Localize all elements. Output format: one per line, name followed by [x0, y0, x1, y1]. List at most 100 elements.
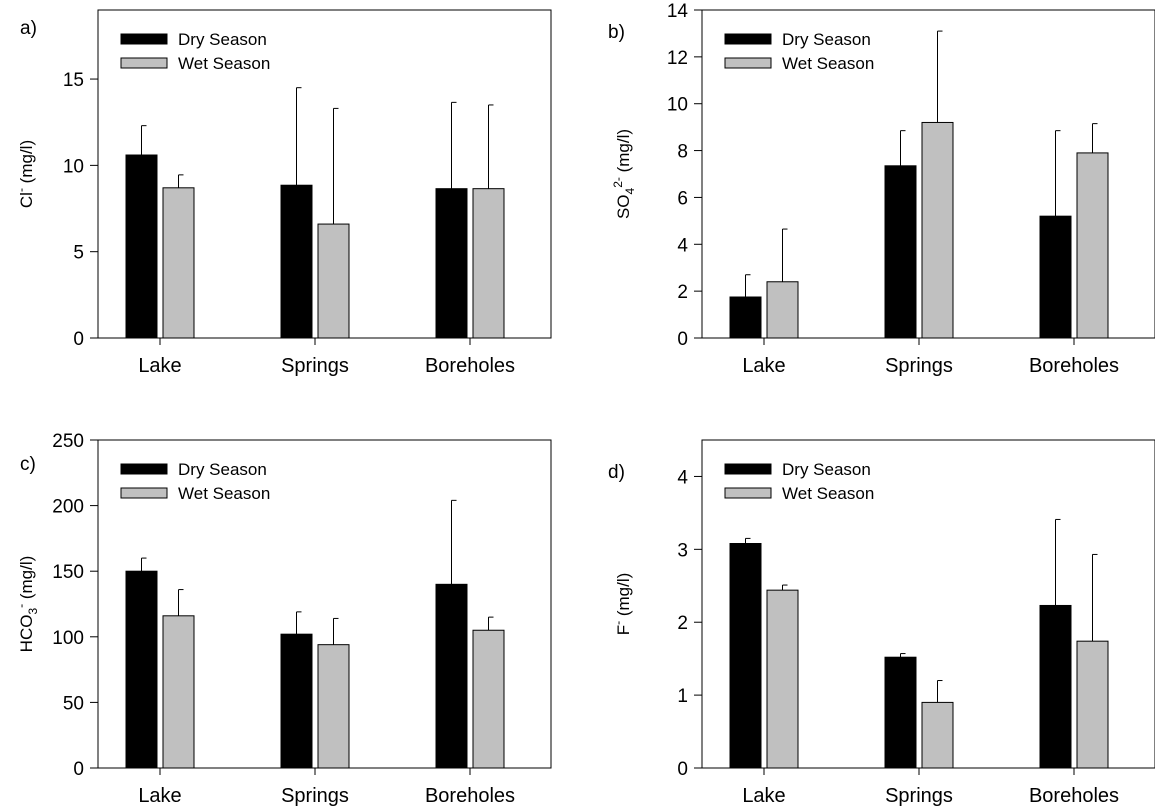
bar-wet	[162, 187, 195, 339]
bar-dry	[729, 543, 762, 769]
legend-swatch-dry	[120, 33, 168, 45]
x-tick-label: Boreholes	[1029, 355, 1119, 377]
legend-label-dry: Dry Season	[178, 30, 267, 49]
y-axis-label-superscript: -	[14, 188, 28, 192]
y-tick-label: 6	[677, 188, 688, 209]
y-tick-label: 3	[677, 540, 688, 561]
legend-label-dry: Dry Season	[782, 30, 871, 49]
x-tick-label: Boreholes	[425, 355, 515, 377]
bar-wet	[766, 281, 799, 339]
legend-swatch-wet	[120, 57, 168, 69]
y-axis-label-base: HCO	[17, 615, 36, 653]
legend-swatch-dry	[120, 463, 168, 475]
bar-wet	[766, 589, 799, 769]
bar-dry	[435, 583, 468, 769]
chart-panel-3: 0 50 100 150 200 250 Lake Springs Boreholes Dry S…	[14, 431, 552, 807]
y-axis-label-base: SO	[614, 194, 633, 219]
chart-panel-4: 0 1 2 3 4 Lake Springs Boreholes Dry Season Wet S…	[608, 439, 1155, 807]
y-axis-label-unit: (mg/l)	[17, 140, 36, 188]
bar-dry	[125, 570, 158, 769]
bar-wet	[162, 615, 195, 769]
y-tick-label: 5	[73, 243, 84, 264]
bar-wet	[472, 629, 505, 769]
y-tick-label: 200	[52, 497, 84, 518]
bar-dry	[884, 165, 917, 339]
y-tick-label: 150	[52, 562, 84, 583]
y-tick-label: 14	[667, 1, 689, 22]
bar-wet	[317, 223, 350, 339]
y-tick-label: 0	[73, 759, 84, 780]
chart-panel-2: 0 2 4 6 8 10 12 14 Lake Springs Boreholes Dry Seaso…	[608, 1, 1155, 377]
legend-swatch-dry	[724, 33, 772, 45]
chart-panel-1: 0 5 10 15 Lake Springs Boreholes Dry Season Wet …	[14, 9, 552, 377]
legend-swatch-wet	[120, 487, 168, 499]
legend-label-wet: Wet Season	[178, 54, 270, 73]
panel-label: c)	[20, 454, 36, 475]
y-tick-label: 0	[677, 759, 688, 780]
y-axis-label-superscript: -	[14, 604, 28, 608]
y-tick-label: 10	[667, 95, 688, 116]
legend-swatch-wet	[724, 487, 772, 499]
bar-dry	[884, 656, 917, 769]
bar-dry	[125, 154, 158, 339]
legend-swatch-dry	[724, 463, 772, 475]
y-axis-label-subscript: 3	[26, 608, 40, 615]
legend-label-wet: Wet Season	[782, 54, 874, 73]
bar-wet	[472, 188, 505, 339]
y-axis-label: HCO3- (mg/l)	[14, 556, 40, 653]
x-tick-label: Boreholes	[425, 785, 515, 807]
y-tick-label: 250	[52, 431, 84, 452]
bar-wet	[921, 121, 954, 339]
legend-label-wet: Wet Season	[178, 484, 270, 503]
y-tick-label: 15	[63, 70, 84, 91]
y-tick-label: 1	[677, 686, 688, 707]
x-tick-label: Springs	[281, 785, 349, 807]
y-tick-label: 0	[73, 329, 84, 350]
x-tick-label: Lake	[138, 355, 181, 377]
bar-wet	[921, 701, 954, 769]
legend-label-wet: Wet Season	[782, 484, 874, 503]
y-tick-label: 100	[52, 628, 84, 649]
y-tick-label: 50	[63, 693, 84, 714]
x-tick-label: Springs	[885, 785, 953, 807]
y-axis-label-unit: (mg/l)	[17, 556, 36, 604]
x-tick-label: Springs	[281, 355, 349, 377]
panel-label: b)	[608, 22, 625, 43]
y-axis-label-base: F	[614, 625, 633, 635]
panel-label: a)	[20, 18, 37, 39]
y-tick-label: 2	[677, 282, 688, 303]
bar-dry	[435, 188, 468, 339]
bar-dry	[729, 296, 762, 339]
bar-wet	[1076, 640, 1109, 769]
x-tick-label: Lake	[138, 785, 181, 807]
y-tick-label: 4	[677, 467, 688, 488]
y-axis-label-base: Cl	[17, 192, 36, 208]
y-axis-label-unit: (mg/l)	[614, 129, 633, 177]
y-axis-label: SO42- (mg/l)	[611, 129, 637, 219]
bar-dry	[280, 184, 313, 339]
y-axis-label-superscript: 2-	[611, 177, 625, 188]
bar-dry	[1039, 215, 1072, 339]
y-axis-label-unit: (mg/l)	[614, 573, 633, 621]
y-tick-label: 2	[677, 613, 688, 634]
panel-label: d)	[608, 462, 625, 483]
y-tick-label: 10	[63, 156, 84, 177]
y-axis-label: Cl- (mg/l)	[14, 140, 36, 208]
y-tick-label: 12	[667, 48, 688, 69]
legend-label-dry: Dry Season	[782, 460, 871, 479]
bar-dry	[280, 633, 313, 769]
x-tick-label: Lake	[742, 355, 785, 377]
y-tick-label: 4	[677, 235, 688, 256]
legend-swatch-wet	[724, 57, 772, 69]
y-tick-label: 8	[677, 142, 688, 163]
legend-label-dry: Dry Season	[178, 460, 267, 479]
x-tick-label: Boreholes	[1029, 785, 1119, 807]
y-tick-label: 0	[677, 329, 688, 350]
x-tick-label: Springs	[885, 355, 953, 377]
bar-wet	[317, 644, 350, 769]
bar-dry	[1039, 604, 1072, 769]
y-axis-label-superscript: -	[611, 621, 625, 625]
bar-wet	[1076, 152, 1109, 339]
y-axis-label: F- (mg/l)	[611, 573, 633, 636]
